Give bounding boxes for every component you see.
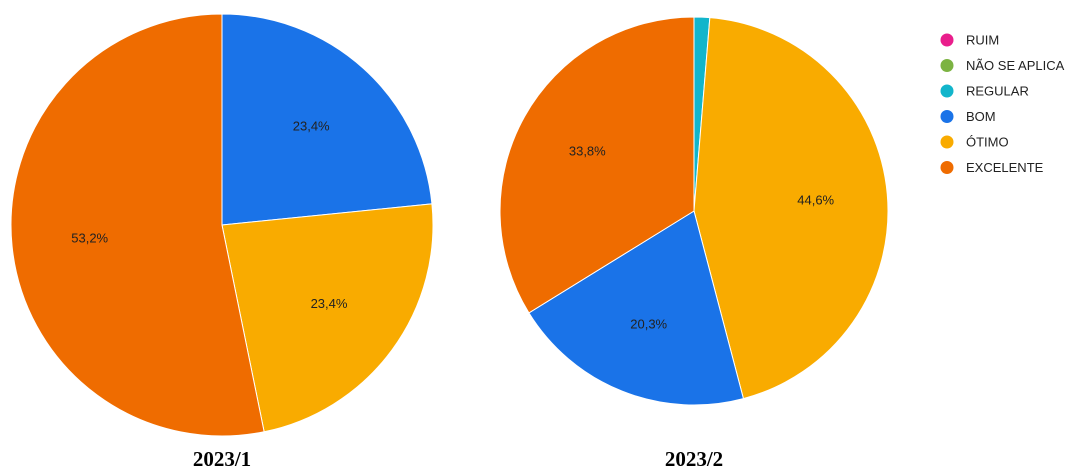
slice-label-bom: 20,3%: [630, 317, 667, 332]
legend-label-otimo: ÓTIMO: [966, 135, 1009, 150]
legend-swatch-excelente: [940, 161, 954, 174]
pie-slice-otimo: [693, 17, 889, 400]
legend-item-otimo: ÓTIMO: [940, 135, 1009, 150]
pie-slice-bom: [528, 210, 745, 406]
legend-label-excelente: EXCELENTE: [966, 160, 1044, 175]
legend-swatch-nao-se-aplica: [940, 59, 954, 72]
pie-chart-2023-1: 23,4% 23,4% 53,2%: [10, 13, 434, 437]
legend-swatch-otimo: [940, 135, 954, 149]
slice-label-bom: 23,4%: [293, 118, 330, 133]
legend-label-ruim: RUIM: [966, 33, 999, 48]
slice-label-excelente: 53,2%: [71, 230, 108, 245]
slice-label-otimo: 44,6%: [797, 192, 834, 207]
legend-item-ruim: RUIM: [940, 33, 999, 48]
pie-slice-excelente: [499, 16, 695, 314]
slice-label-excelente: 33,8%: [569, 143, 606, 158]
legend-swatch-ruim: [940, 33, 954, 47]
legend-item-nao-se-aplica: NÃO SE APLICA: [940, 58, 1065, 73]
chart-title-2023-2: 2023/2: [665, 447, 723, 471]
pie-slice-excelente: [10, 13, 265, 437]
legend-item-excelente: EXCELENTE: [940, 160, 1044, 175]
pie-chart-2023-2: 44,6% 20,3% 33,8%: [499, 16, 889, 406]
chart-title-2023-1: 2023/1: [193, 447, 251, 471]
legend-label-bom: BOM: [966, 109, 996, 124]
pie-slice-otimo: [221, 203, 434, 433]
legend: RUIM NÃO SE APLICA REGULAR BOM ÓTIMO EXCELENT…: [940, 33, 1065, 175]
legend-label-nao-se-aplica: NÃO SE APLICA: [966, 58, 1065, 73]
pie-slice-bom: [221, 13, 433, 226]
legend-item-bom: BOM: [940, 109, 996, 124]
legend-item-regular: REGULAR: [940, 84, 1029, 99]
legend-label-regular: REGULAR: [966, 84, 1029, 99]
legend-swatch-regular: [940, 84, 954, 98]
slice-label-otimo: 23,4%: [311, 296, 348, 311]
legend-swatch-bom: [940, 110, 954, 123]
